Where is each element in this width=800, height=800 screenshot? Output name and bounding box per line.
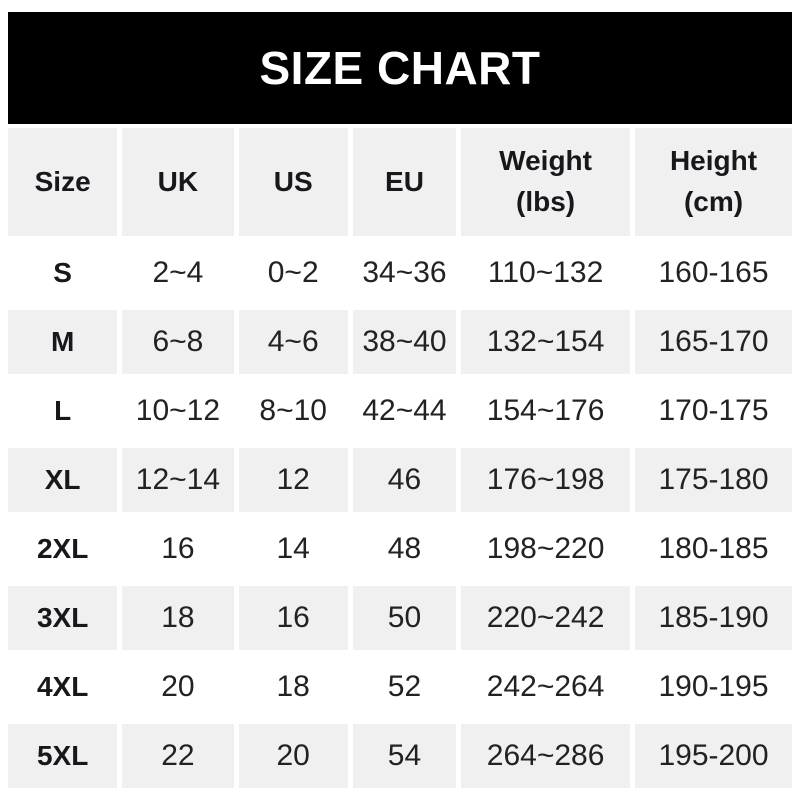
data-cell: 16 [122, 517, 234, 581]
data-cell: 14 [238, 517, 348, 581]
data-cell: 220~242 [461, 586, 631, 650]
data-cell: 154~176 [461, 379, 631, 443]
data-cell: 132~154 [461, 310, 631, 374]
data-cell: 0~2 [238, 241, 348, 305]
size-label-cell: S [8, 241, 118, 305]
data-cell: 176~198 [461, 448, 631, 512]
size-chart-title: SIZE CHART [259, 42, 541, 94]
data-cell: 6~8 [122, 310, 234, 374]
data-cell: 18 [122, 586, 234, 650]
header-cell-weight: Weight (lbs) [461, 128, 631, 236]
size-label-cell: 2XL [8, 517, 118, 581]
data-cell: 54 [352, 724, 457, 788]
data-cell: 42~44 [352, 379, 457, 443]
size-label-cell: L [8, 379, 118, 443]
size-label-cell: M [8, 310, 118, 374]
header-cell-uk: UK [122, 128, 234, 236]
data-cell: 180-185 [635, 517, 792, 581]
header-cell-us: US [238, 128, 348, 236]
data-cell: 160-165 [635, 241, 792, 305]
data-cell: 12 [238, 448, 348, 512]
data-cell: 2~4 [122, 241, 234, 305]
data-cell: 4~6 [238, 310, 348, 374]
data-cell: 48 [352, 517, 457, 581]
size-chart-table: Size UK US EU Weight (lbs) Height (cm) S… [8, 128, 792, 788]
data-cell: 18 [238, 655, 348, 719]
size-label-cell: 3XL [8, 586, 118, 650]
data-cell: 264~286 [461, 724, 631, 788]
data-cell: 50 [352, 586, 457, 650]
data-cell: 22 [122, 724, 234, 788]
data-cell: 165-170 [635, 310, 792, 374]
data-cell: 10~12 [122, 379, 234, 443]
size-label-cell: 5XL [8, 724, 118, 788]
size-chart-banner: SIZE CHART [8, 12, 792, 124]
header-cell-size: Size [8, 128, 118, 236]
data-cell: 190-195 [635, 655, 792, 719]
data-cell: 170-175 [635, 379, 792, 443]
data-cell: 12~14 [122, 448, 234, 512]
data-cell: 38~40 [352, 310, 457, 374]
data-cell: 242~264 [461, 655, 631, 719]
data-cell: 175-180 [635, 448, 792, 512]
size-label-cell: XL [8, 448, 118, 512]
data-cell: 16 [238, 586, 348, 650]
data-cell: 52 [352, 655, 457, 719]
data-cell: 20 [238, 724, 348, 788]
data-cell: 34~36 [352, 241, 457, 305]
data-cell: 110~132 [461, 241, 631, 305]
data-cell: 195-200 [635, 724, 792, 788]
header-cell-eu: EU [352, 128, 457, 236]
size-label-cell: 4XL [8, 655, 118, 719]
data-cell: 185-190 [635, 586, 792, 650]
header-cell-height: Height (cm) [635, 128, 792, 236]
data-cell: 20 [122, 655, 234, 719]
data-cell: 46 [352, 448, 457, 512]
data-cell: 198~220 [461, 517, 631, 581]
data-cell: 8~10 [238, 379, 348, 443]
